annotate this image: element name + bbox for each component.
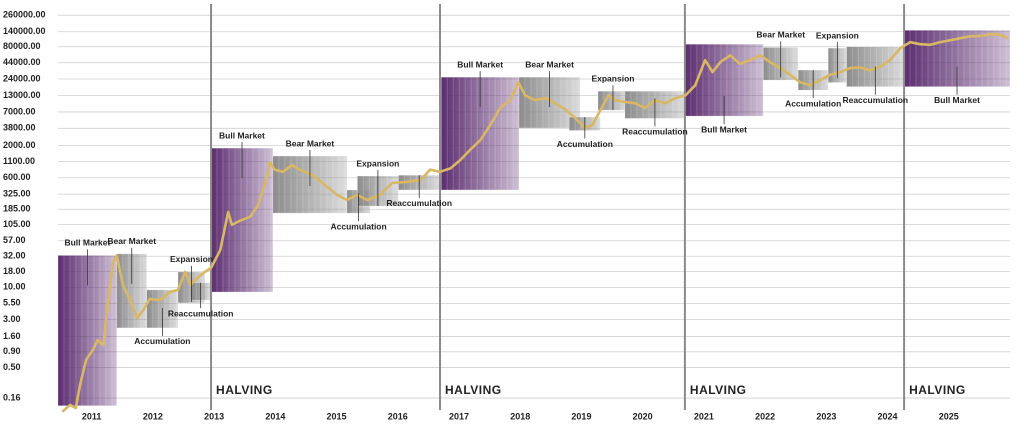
phase-label: Bull Market xyxy=(219,130,265,140)
y-tick-label: 600.00 xyxy=(3,172,31,182)
phase-label: Bull Market xyxy=(701,124,747,134)
y-tick-label: 0.50 xyxy=(3,362,21,372)
labels: 0.16 0.50 0.90 1.60 3.00 5.50 10.00 18.00 32.00 5… xyxy=(3,10,980,422)
phase-label: Accumulation xyxy=(134,336,190,346)
x-tick-label: 2015 xyxy=(327,411,347,421)
phase-label: Bull Market xyxy=(64,238,110,248)
y-tick-label: 140000.00 xyxy=(3,26,46,36)
x-tick-label: 2025 xyxy=(939,411,959,421)
phase-label: Reaccumulation xyxy=(168,308,234,318)
phase-label: Expansion xyxy=(591,73,634,83)
x-tick-label: 2012 xyxy=(143,411,163,421)
phase-label: Accumulation xyxy=(330,221,386,231)
price-line-layer xyxy=(61,32,1009,413)
phase-label: Reaccumulation xyxy=(622,127,688,137)
x-tick-label: 2013 xyxy=(204,411,224,421)
halvings xyxy=(210,4,906,410)
x-tick-label: 2016 xyxy=(388,411,408,421)
y-tick-label: 260000.00 xyxy=(3,10,46,20)
x-tick-label: 2023 xyxy=(816,411,836,421)
phase-label: Bear Market xyxy=(756,30,805,40)
y-tick-label: 3800.00 xyxy=(3,123,36,133)
x-tick-label: 2020 xyxy=(633,411,653,421)
x-tick-label: 2021 xyxy=(694,411,714,421)
x-tick-label: 2019 xyxy=(571,411,591,421)
y-tick-label: 3.00 xyxy=(3,314,21,324)
y-tick-label: 325.00 xyxy=(3,189,31,199)
x-tick-label: 2011 xyxy=(82,411,102,421)
phase-label: Bear Market xyxy=(107,236,156,246)
phase-label: Expansion xyxy=(356,158,399,168)
y-tick-label: 80000.00 xyxy=(3,41,41,51)
y-tick-label: 32.00 xyxy=(3,251,26,261)
y-tick-label: 2000.00 xyxy=(3,140,36,150)
x-tick-label: 2024 xyxy=(878,411,898,421)
y-tick-label: 10.00 xyxy=(3,282,26,292)
y-tick-label: 1100.00 xyxy=(3,156,35,166)
y-tick-label: 24000.00 xyxy=(3,73,41,83)
y-tick-label: 105.00 xyxy=(3,219,31,229)
y-tick-label: 13000.00 xyxy=(3,90,41,100)
phase-label: Bull Market xyxy=(934,95,980,105)
halving-label: HALVING xyxy=(216,383,273,397)
halving-label: HALVING xyxy=(445,383,502,397)
price-line xyxy=(61,32,1009,413)
phase-label: Reaccumulation xyxy=(842,95,908,105)
phase-label: Expansion xyxy=(170,254,213,264)
halving-label: HALVING xyxy=(690,383,747,397)
y-tick-label: 57.00 xyxy=(3,235,26,245)
phases xyxy=(57,30,1011,407)
y-tick-label: 7000.00 xyxy=(3,106,36,116)
phase-label: Expansion xyxy=(816,30,859,40)
y-tick-label: 0.16 xyxy=(3,392,21,402)
phase-label: Bull Market xyxy=(457,59,503,69)
y-tick-label: 185.00 xyxy=(3,204,31,214)
y-tick-label: 1.60 xyxy=(3,331,21,341)
y-tick-label: 18.00 xyxy=(3,266,26,276)
x-tick-label: 2022 xyxy=(755,411,775,421)
x-tick-label: 2014 xyxy=(265,411,285,421)
y-tick-label: 0.90 xyxy=(3,346,21,356)
y-tick-label: 5.50 xyxy=(3,298,21,308)
x-tick-label: 2017 xyxy=(449,411,469,421)
phase-label: Bear Market xyxy=(286,138,335,148)
phase-label: Reaccumulation xyxy=(386,198,452,208)
x-tick-label: 2018 xyxy=(510,411,530,421)
halving-label: HALVING xyxy=(909,383,966,397)
phase-label: Bear Market xyxy=(525,59,574,69)
y-tick-label: 44000.00 xyxy=(3,57,41,67)
phase-label: Accumulation xyxy=(785,98,841,108)
phase-label: Accumulation xyxy=(557,139,613,149)
